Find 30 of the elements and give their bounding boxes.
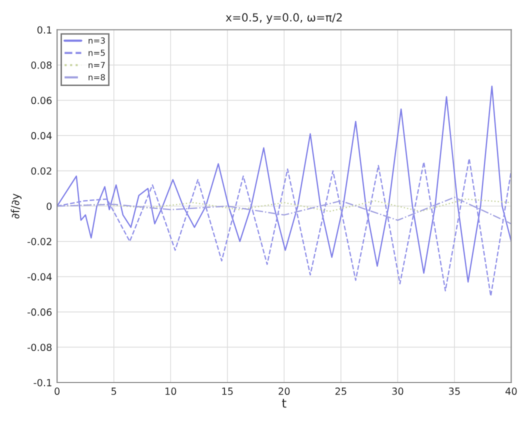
line-series (57, 86, 512, 283)
x-tick-label: 30 (392, 388, 404, 395)
x-axis-title: t (282, 398, 286, 408)
y-tick-label: 0 (46, 202, 52, 210)
x-tick-label: 10 (166, 388, 176, 395)
legend-label: n=3 (88, 37, 105, 44)
chart-title: x=0.5, y=0.0, ω=π/2 (226, 13, 342, 24)
x-tick-label: 40 (506, 388, 517, 395)
legend-label: n=7 (88, 62, 105, 68)
x-tick-label: 15 (222, 388, 233, 395)
y-tick-label: 0.04 (31, 132, 52, 140)
legend-label: n=5 (88, 50, 105, 56)
x-tick-label: 25 (335, 388, 346, 395)
y-tick-label: 0.1 (37, 26, 52, 34)
x-tick-label: 5 (112, 388, 116, 395)
y-tick-label: -0.08 (28, 344, 52, 352)
legend-label: n=8 (88, 74, 105, 80)
x-tick-label: 0 (54, 388, 60, 395)
x-tick-label: 20 (278, 388, 290, 395)
y-axis-title: ∂f/∂y (10, 194, 22, 218)
y-tick-label: 0.02 (31, 167, 52, 175)
y-tick-label: 0.08 (31, 62, 52, 69)
line-series (57, 158, 512, 297)
y-tick-label: -0.02 (28, 238, 52, 246)
x-tick-label: 35 (449, 388, 460, 395)
y-tick-label: -0.06 (28, 308, 52, 316)
y-tick-label: 0.06 (31, 96, 52, 104)
y-tick-label: -0.04 (28, 273, 52, 281)
line-series (57, 196, 512, 224)
y-tick-label: -0.1 (34, 378, 52, 386)
